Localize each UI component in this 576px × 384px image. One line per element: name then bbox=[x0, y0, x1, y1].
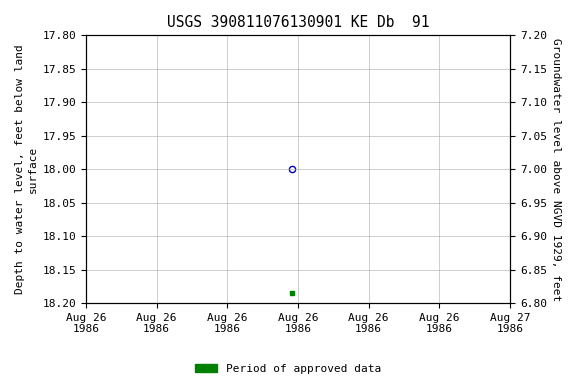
Y-axis label: Depth to water level, feet below land
surface: Depth to water level, feet below land su… bbox=[15, 44, 38, 294]
Title: USGS 390811076130901 KE Db  91: USGS 390811076130901 KE Db 91 bbox=[166, 15, 429, 30]
Legend: Period of approved data: Period of approved data bbox=[191, 359, 385, 379]
Y-axis label: Groundwater level above NGVD 1929, feet: Groundwater level above NGVD 1929, feet bbox=[551, 38, 561, 301]
